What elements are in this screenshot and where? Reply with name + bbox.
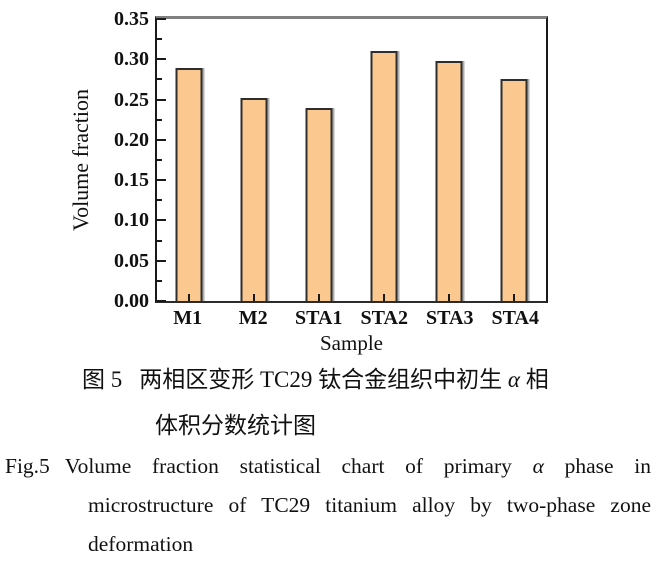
bar-slot-M2 [222,19,287,301]
x-tick-mark [382,294,385,301]
x-tick-label-STA1: STA1 [295,307,343,329]
y-tick-mark [157,18,166,20]
y-tick-mark [157,300,166,302]
y-tick-mark [157,219,166,222]
bar-slot-STA1 [287,19,352,301]
y-tick-mark [157,259,166,262]
y-tick-label-0.10: 0.10 [114,209,149,232]
caption-en-line3: deformation [88,532,194,556]
bar-STA1 [305,107,333,301]
y-tick-label-0.20: 0.20 [114,128,149,151]
y-axis-title: Volume fraction [68,89,93,231]
x-axis-tick-labels: M1 M2 STA1 STA2 STA3 STA4 [155,307,548,330]
y-minor-tick-mark [157,38,162,41]
bar-slot-M1 [157,19,222,301]
caption-en-text1: Volume fraction statistical chart of pri… [64,454,651,478]
bar-M2 [240,97,268,301]
caption-zh-line1: 图 5 两相区变形 TC29 钛合金组织中初生 α 相 [82,366,638,395]
x-tick-label-STA2: STA2 [360,307,408,329]
bar-slot-STA3 [416,19,481,301]
y-tick-label-0.25: 0.25 [114,88,149,111]
x-tick-mark [318,294,321,301]
y-minor-tick-mark [157,159,162,161]
caption-en-line1: Fig.5 Volume fraction statistical chart … [5,454,651,480]
x-tick-mark [512,294,515,301]
bars-group [157,19,546,301]
x-tick-label-STA4: STA4 [491,307,539,329]
x-tick-mark [447,294,450,301]
y-tick-label-0.35: 0.35 [114,8,149,30]
y-minor-tick-mark [157,199,162,202]
y-minor-tick-mark [157,279,162,282]
x-tick-mark [188,294,191,301]
plot-area: 0.00 0.05 0.10 0.15 0.20 0.25 0.30 0.35 [114,9,548,311]
caption-en-line2: microstructure of TC29 titanium alloy by… [88,493,651,517]
caption-zh-line2: 体积分数统计图 [155,413,316,438]
y-tick-mark [157,98,166,101]
y-minor-tick-mark [157,78,162,81]
bar-STA4 [500,78,528,301]
x-axis-title: Sample [320,331,383,355]
bar-slot-STA2 [351,19,416,301]
bar-slot-STA4 [481,19,546,301]
caption-zh-text: 两相区变形 TC29 钛合金组织中初生 α 相 [139,367,549,392]
figure-number-en: Fig.5 [5,454,50,478]
bar-STA3 [435,60,463,301]
y-tick-label-0.15: 0.15 [114,169,149,192]
bar-STA2 [370,51,398,301]
x-tick-label-M1: M1 [173,307,203,329]
x-tick-label-M2: M2 [238,307,268,329]
x-tick-label-STA3: STA3 [426,307,474,329]
y-tick-label-0.00: 0.00 [114,290,149,312]
y-tick-mark [157,58,166,61]
y-minor-tick-mark [157,118,162,121]
bar-M1 [175,68,203,301]
y-minor-tick-mark [157,239,162,242]
y-tick-label-0.30: 0.30 [114,48,149,71]
y-tick-mark [157,179,166,182]
x-tick-mark [253,294,256,301]
y-tick-mark [157,138,166,141]
y-tick-label-0.05: 0.05 [114,249,149,272]
figure-number-zh: 图 5 [82,367,123,392]
